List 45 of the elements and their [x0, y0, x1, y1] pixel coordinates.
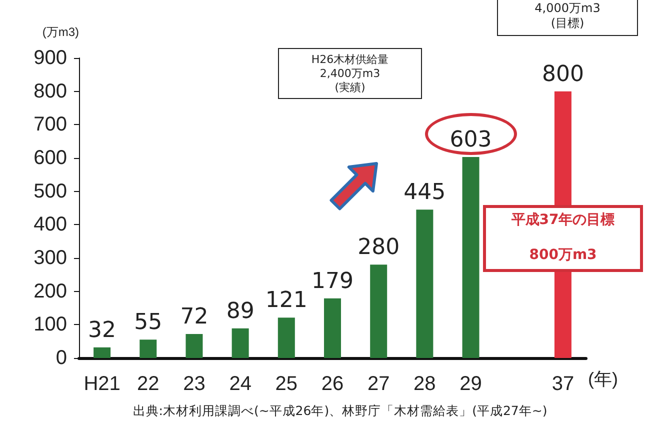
bar — [324, 298, 341, 358]
source-note: 出典:木材利用課調べ(~平成26年)、林野庁「木材需給表」(平成27年~) — [132, 403, 548, 419]
bar — [94, 347, 111, 358]
x-tick-label: 22 — [137, 373, 160, 395]
y-tick-label: 500 — [34, 180, 67, 202]
data-label: 32 — [88, 318, 116, 343]
bar — [140, 340, 157, 358]
y-axis-title: (万m3) — [42, 25, 79, 39]
data-label: 280 — [358, 235, 400, 260]
x-axis-title: (年) — [588, 369, 618, 389]
x-tick-label: 37 — [552, 373, 574, 395]
y-tick-label: 400 — [34, 214, 67, 236]
x-tick-label: H21 — [84, 373, 120, 395]
bar — [186, 334, 203, 358]
callout-box: H26木材供給量 2,400万m3 (実績) — [278, 48, 422, 100]
bar — [232, 328, 249, 358]
bar — [370, 264, 388, 358]
data-label: 800 — [542, 62, 584, 87]
data-label: 445 — [404, 180, 446, 206]
x-tick-label: 28 — [414, 373, 436, 395]
data-label: 179 — [312, 268, 354, 294]
x-tick-label: 25 — [275, 373, 298, 395]
y-tick-label: 700 — [34, 114, 67, 136]
data-label: 72 — [180, 304, 208, 330]
y-tick-label: 300 — [34, 247, 67, 269]
callout-box: 平成37年の目標 800万m3 — [483, 205, 643, 272]
y-tick-label: 100 — [34, 314, 67, 336]
x-tick-label: 24 — [229, 373, 252, 395]
data-label: 121 — [265, 288, 308, 314]
bar — [278, 318, 295, 358]
callout-box: 4,000万m3 (目標) — [497, 0, 638, 36]
bar — [416, 210, 434, 358]
x-tick-label: 27 — [367, 373, 390, 395]
y-tick-label: 900 — [34, 47, 67, 69]
data-label: 55 — [134, 310, 162, 336]
data-label: 89 — [226, 298, 254, 324]
y-tick-label: 0 — [56, 347, 67, 369]
y-tick-label: 800 — [34, 80, 67, 102]
y-tick-label: 200 — [34, 280, 67, 302]
x-tick-label: 23 — [183, 373, 206, 395]
data-label: 603 — [450, 128, 492, 152]
x-tick-label: 29 — [460, 373, 482, 395]
x-tick-label: 26 — [321, 373, 344, 395]
bar — [462, 157, 480, 358]
y-tick-label: 600 — [34, 147, 67, 169]
